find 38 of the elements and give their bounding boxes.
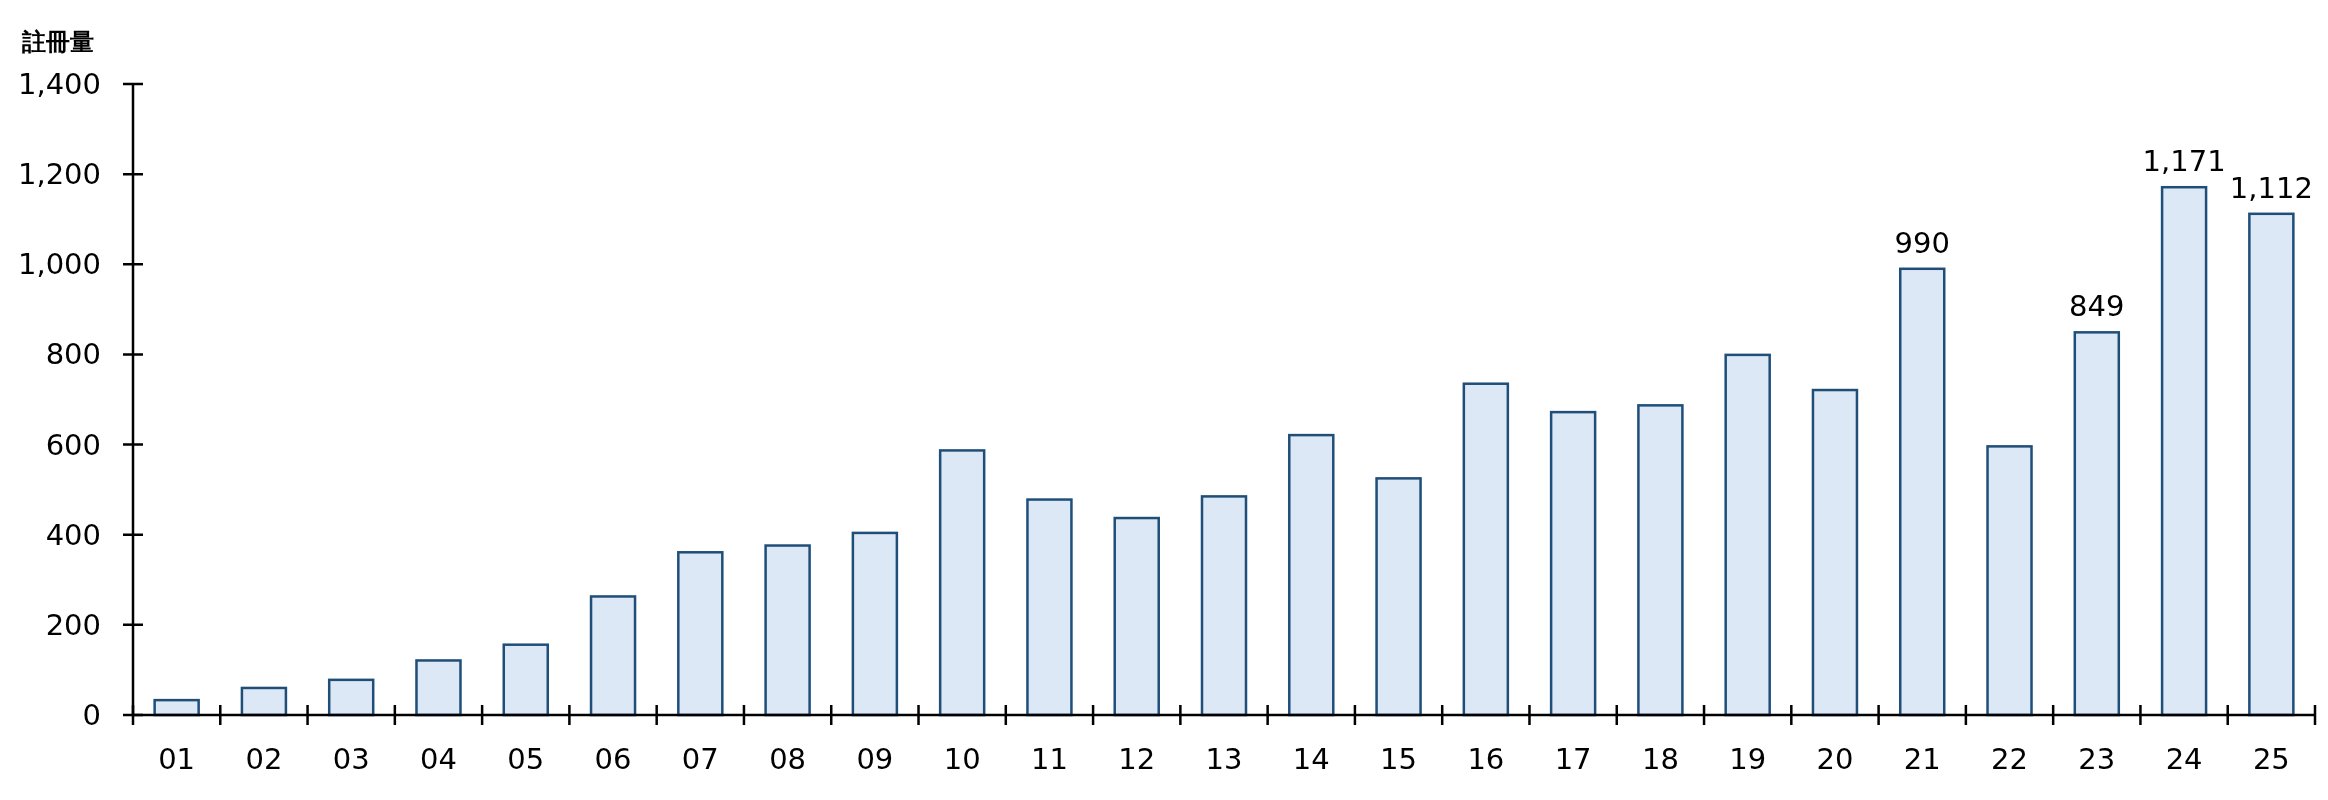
x-tick-label: 12	[1118, 742, 1156, 776]
y-tick-label: 200	[45, 607, 101, 642]
x-tick-label: 04	[420, 742, 457, 776]
y-tick-label: 0	[82, 698, 101, 732]
x-tick-label: 11	[1030, 742, 1068, 776]
y-tick-label: 1,000	[17, 247, 101, 282]
x-tick-label: 18	[1641, 742, 1679, 776]
x-tick-label: 22	[1991, 742, 2028, 776]
y-tick-label: 1,200	[17, 157, 101, 192]
x-tick-label: 08	[769, 742, 807, 776]
y-tick-label: 400	[45, 517, 101, 552]
y-axis-title: 註冊量	[21, 28, 94, 56]
data-label: 1,171	[2142, 144, 2226, 179]
x-tick-label: 17	[1554, 742, 1592, 776]
x-tick-label: 20	[1816, 742, 1854, 776]
y-tick-label: 800	[45, 337, 101, 372]
x-tick-label: 14	[1292, 742, 1330, 776]
x-tick-label: 24	[2165, 742, 2203, 776]
x-tick-label: 25	[2252, 742, 2290, 776]
x-tick-label: 13	[1205, 742, 1243, 776]
x-tick-label: 10	[943, 742, 981, 776]
x-tick-label: 02	[245, 742, 283, 776]
x-tick-label: 15	[1380, 742, 1418, 776]
x-tick-label: 23	[2078, 742, 2116, 776]
x-tick-label: 06	[594, 742, 632, 776]
x-tick-label: 21	[1903, 742, 1941, 776]
x-tick-label: 01	[158, 742, 196, 776]
data-label: 1,112	[2229, 170, 2313, 205]
x-tick-label: 19	[1729, 742, 1767, 776]
y-tick-label: 600	[45, 427, 101, 462]
x-tick-label: 03	[332, 742, 370, 776]
data-label: 849	[2069, 289, 2125, 324]
x-tick-label: 05	[507, 742, 545, 776]
data-label: 990	[1894, 225, 1950, 260]
y-tick-label: 1,400	[17, 67, 101, 101]
x-tick-label: 07	[681, 742, 719, 776]
x-tick-label: 09	[856, 742, 894, 776]
x-tick-label: 16	[1467, 742, 1505, 776]
